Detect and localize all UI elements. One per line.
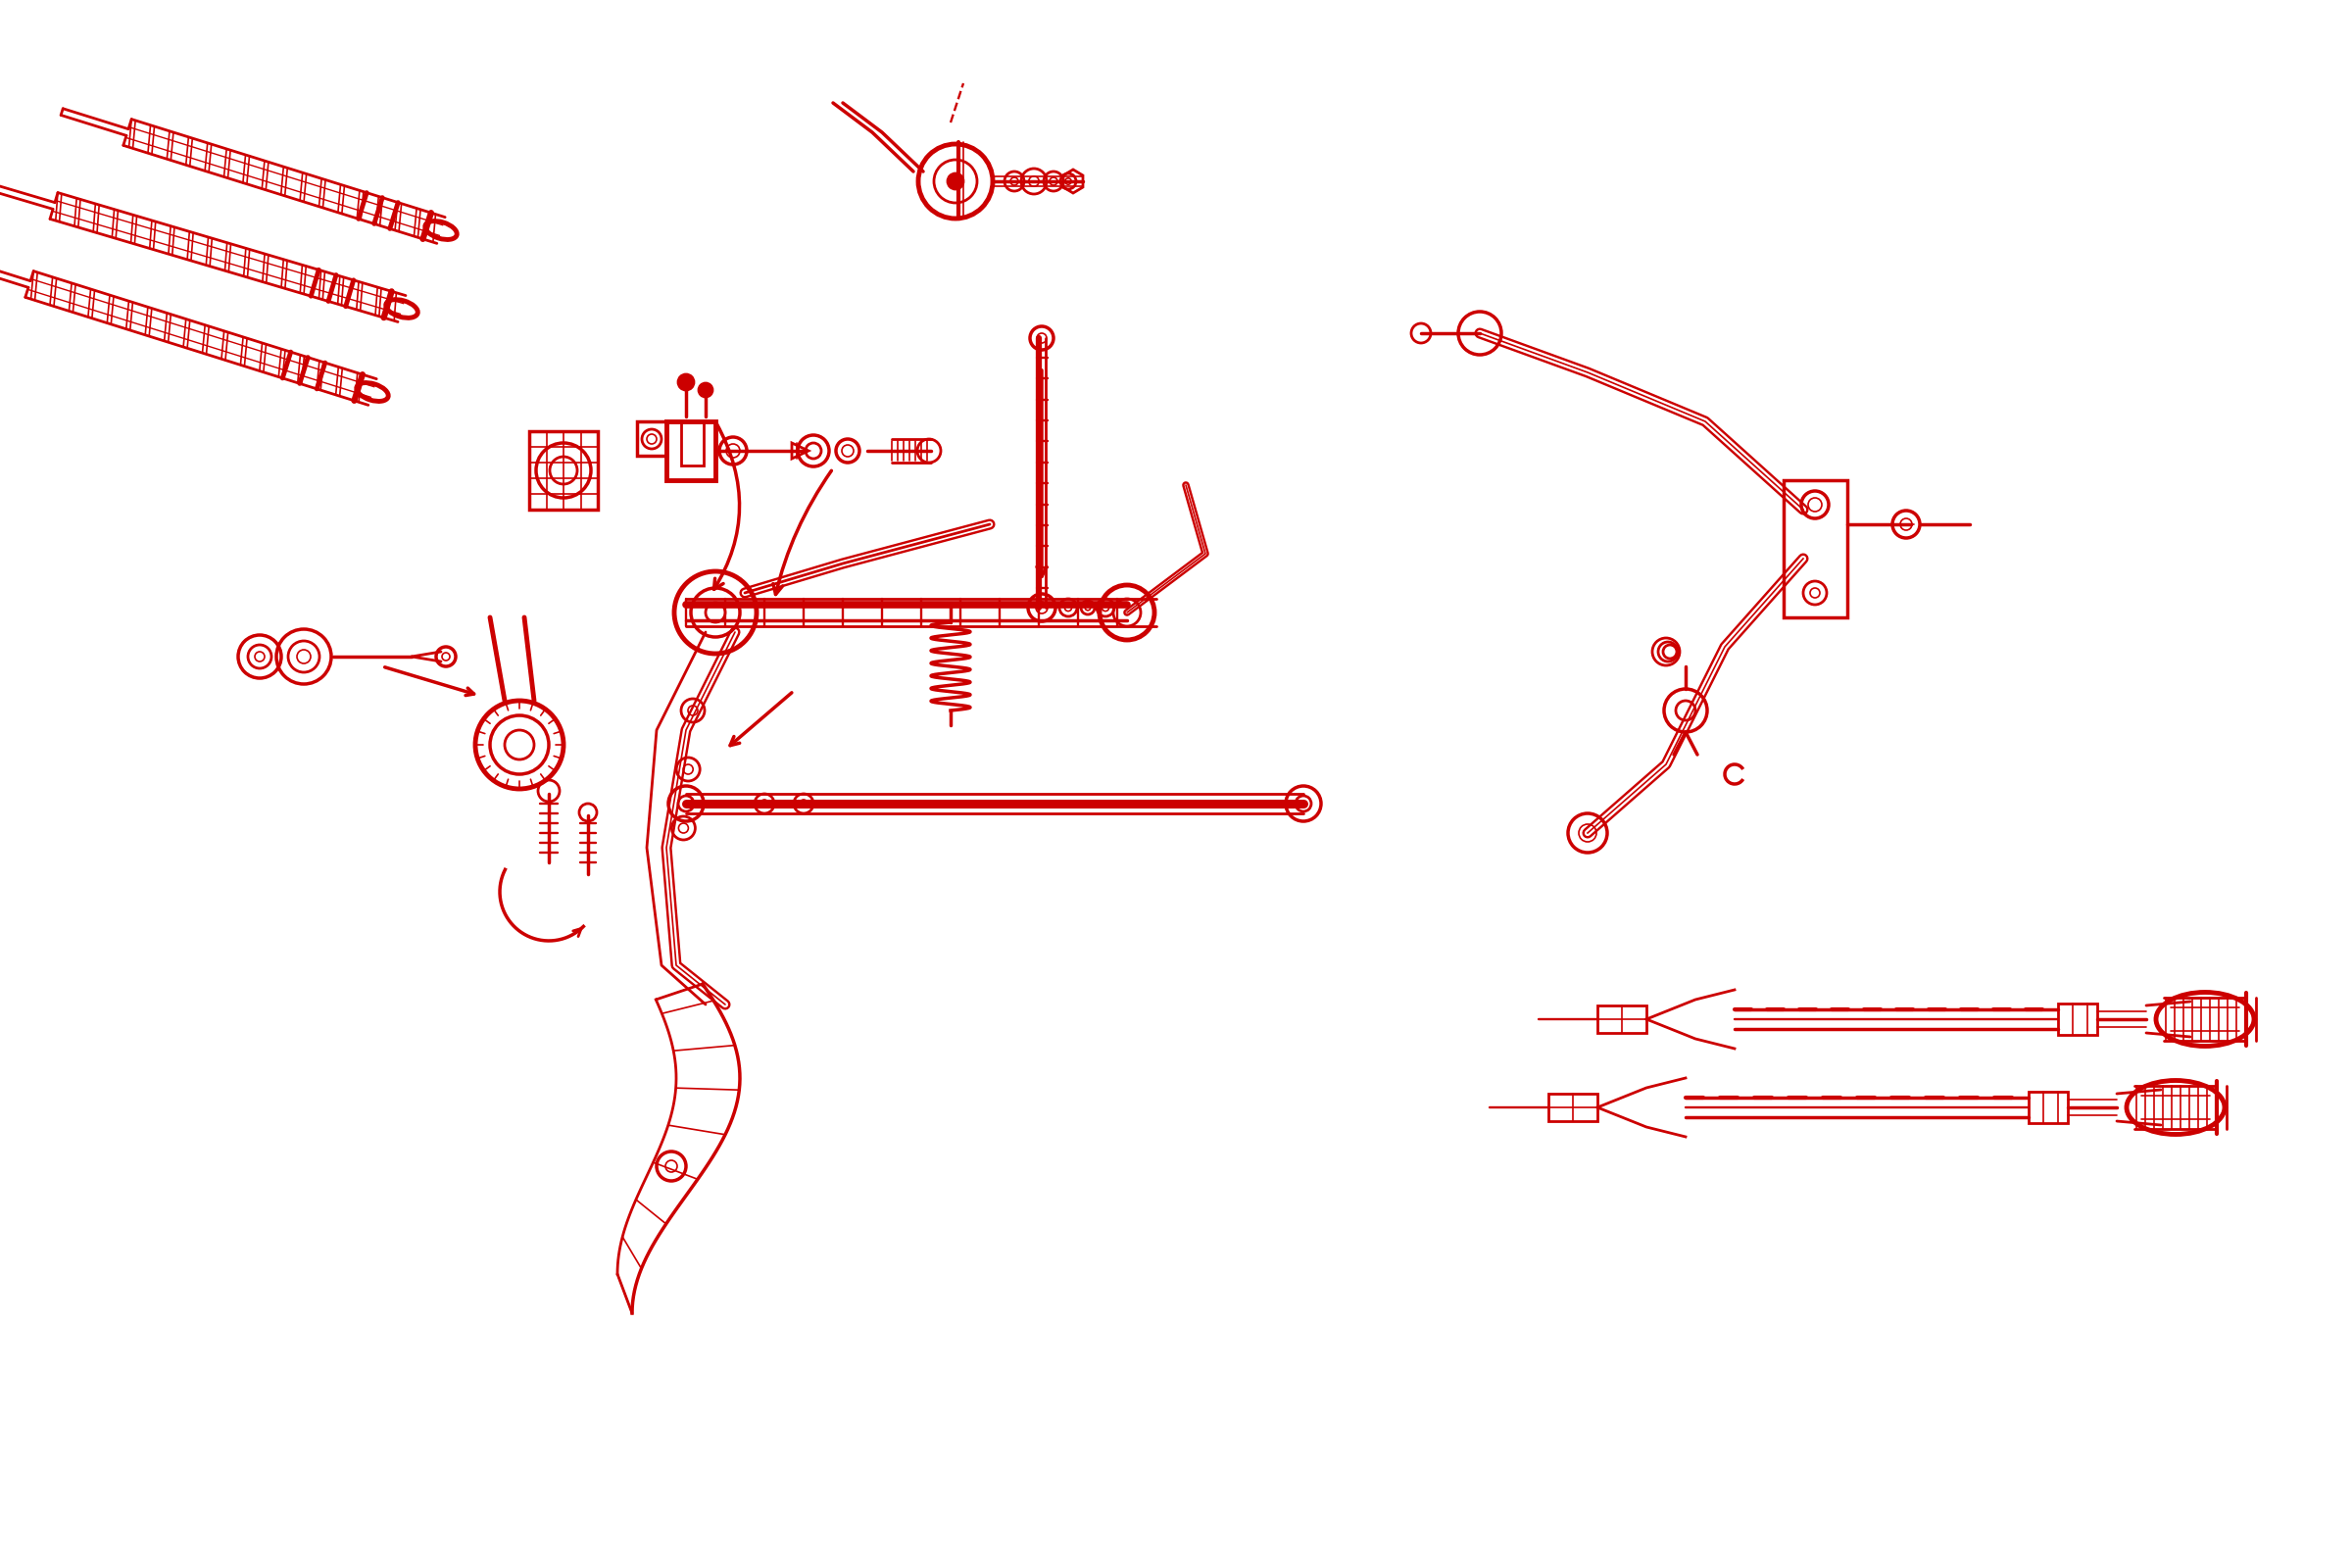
Bar [529,431,597,510]
Circle shape [699,383,713,397]
Circle shape [948,174,964,190]
Circle shape [677,375,694,390]
